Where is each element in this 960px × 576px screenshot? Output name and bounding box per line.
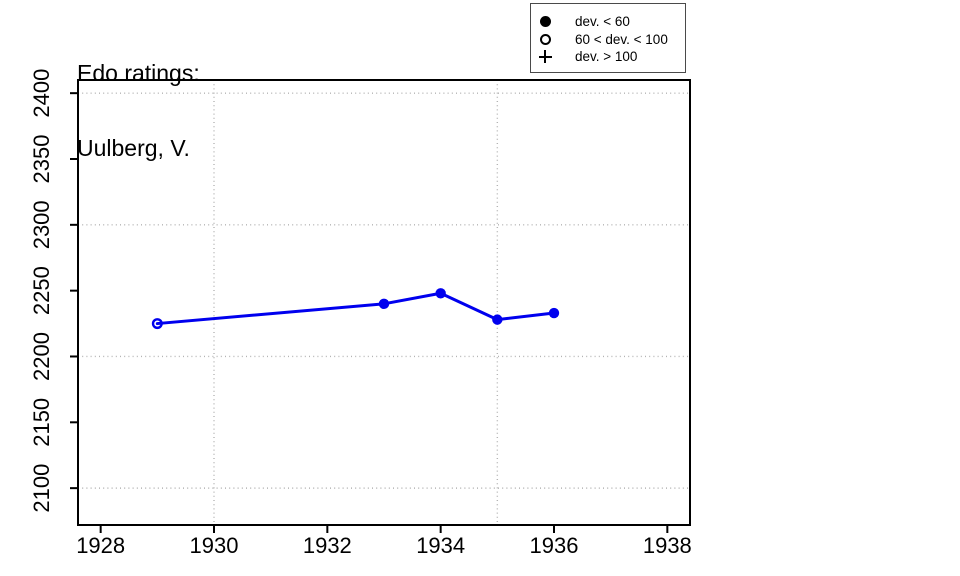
legend-item-label: dev. < 60 (575, 14, 630, 30)
plus-icon (531, 50, 559, 64)
y-axis-tick-label: 2350 (29, 135, 54, 184)
filled-circle-icon (531, 16, 559, 28)
legend: dev. < 60 60 < dev. < 100 dev. > 100 (530, 3, 686, 73)
open-circle-icon (531, 33, 559, 45)
data-point-filled-circle (378, 298, 390, 310)
legend-item-dev-lt-60: dev. < 60 (531, 13, 685, 31)
data-point-filled-circle (548, 307, 560, 319)
data-point-open-circle (151, 318, 163, 330)
y-axis-tick-label: 2200 (29, 332, 54, 381)
x-axis-tick-label: 1930 (190, 533, 239, 558)
x-axis-tick-label: 1936 (530, 533, 579, 558)
y-axis-tick-label: 2100 (29, 464, 54, 513)
x-axis-tick-label: 1938 (643, 533, 692, 558)
y-axis-tick-label: 2150 (29, 398, 54, 447)
y-axis-tick-label: 2250 (29, 266, 54, 315)
legend-item-dev-gt-100: dev. > 100 (531, 48, 685, 66)
data-point-filled-circle (435, 288, 446, 299)
x-axis-tick-label: 1932 (303, 533, 352, 558)
legend-item-label: dev. > 100 (575, 49, 638, 65)
x-axis-tick-label: 1934 (416, 533, 465, 558)
plot-box (77, 79, 691, 526)
y-axis-tick-label: 2400 (29, 69, 54, 118)
data-point-filled-circle (492, 314, 503, 325)
legend-item-label: 60 < dev. < 100 (575, 31, 668, 47)
legend-item-dev-60-100: 60 < dev. < 100 (531, 31, 685, 49)
chart-title-line2: Uulberg, V. (77, 135, 190, 161)
chart-title: Edo ratings: Uulberg, V. (77, 11, 200, 211)
x-axis-tick-label: 1928 (76, 533, 125, 558)
chart-title-line1: Edo ratings: (77, 60, 200, 86)
y-axis-tick-label: 2300 (29, 200, 54, 249)
